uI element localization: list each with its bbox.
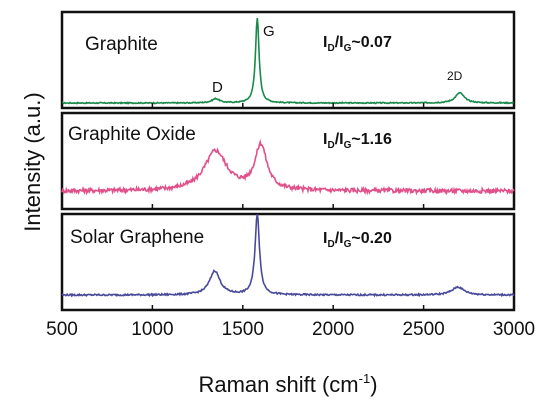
- ratio-graphite-oxide-value: ~1.16: [351, 131, 392, 148]
- ratio-graphite-mid: /I: [335, 34, 344, 51]
- peak-label-2d: 2D: [447, 69, 463, 83]
- peak-label-g: G: [263, 23, 275, 40]
- ratio-solar-graphene-value: ~0.20: [351, 230, 392, 247]
- ratio-graphite-oxide: ID/IG~1.16: [323, 131, 392, 151]
- x-axis-label-close: ): [370, 372, 377, 397]
- ratio-graphite-value: ~0.07: [351, 34, 392, 51]
- peak-label-d: D: [212, 79, 223, 96]
- ratio-solar-graphene: ID/IG~0.20: [323, 230, 392, 250]
- x-axis-label: Raman shift (cm-1): [198, 371, 377, 397]
- ratio-graphite-sub2: G: [344, 43, 352, 54]
- y-axis-label: Intensity (a.u.): [20, 92, 45, 231]
- ratio-solar-graphene-sub1: D: [327, 239, 334, 250]
- x-tick-label: 500: [46, 319, 78, 340]
- x-tick-label: 1500: [222, 319, 264, 340]
- x-tick-label: 2000: [312, 319, 354, 340]
- x-ticks-group: 500 1000 1500 2000 2500 3000: [46, 103, 535, 340]
- ratio-solar-graphene-prefix: I: [323, 230, 327, 247]
- ratio-graphite-oxide-sub2: G: [344, 140, 352, 151]
- series-label-graphite: Graphite: [85, 34, 158, 55]
- panel-frame-solar-graphene: [60, 212, 516, 312]
- ratio-solar-graphene-sub2: G: [344, 239, 352, 250]
- ratio-graphite-oxide-sub1: D: [327, 140, 334, 151]
- x-axis-label-sup: -1: [359, 371, 371, 386]
- x-tick-label: 1000: [131, 319, 173, 340]
- ratio-graphite-sub1: D: [327, 43, 334, 54]
- ratio-graphite-oxide-prefix: I: [323, 131, 327, 148]
- series-label-graphite-oxide: Graphite Oxide: [68, 124, 196, 145]
- x-tick-label: 3000: [493, 319, 535, 340]
- series-label-solar-graphene: Solar Graphene: [70, 227, 204, 248]
- panel-frame-graphite: [60, 10, 516, 110]
- spectrum-line-graphite: [62, 18, 514, 105]
- ratio-solar-graphene-mid: /I: [335, 230, 344, 247]
- ratio-graphite-oxide-mid: /I: [335, 131, 344, 148]
- ratio-graphite: ID/IG~0.07: [323, 34, 392, 54]
- spectrum-line-graphite-oxide: [61, 138, 515, 196]
- spectra-group: [61, 18, 515, 298]
- ratio-graphite-prefix: I: [323, 34, 327, 51]
- x-tick-label: 2500: [402, 319, 444, 340]
- spectrum-line-solar-graphene: [61, 214, 515, 298]
- panel-frame-graphite-oxide: [60, 111, 516, 211]
- x-axis-label-text: Raman shift (cm: [198, 372, 358, 397]
